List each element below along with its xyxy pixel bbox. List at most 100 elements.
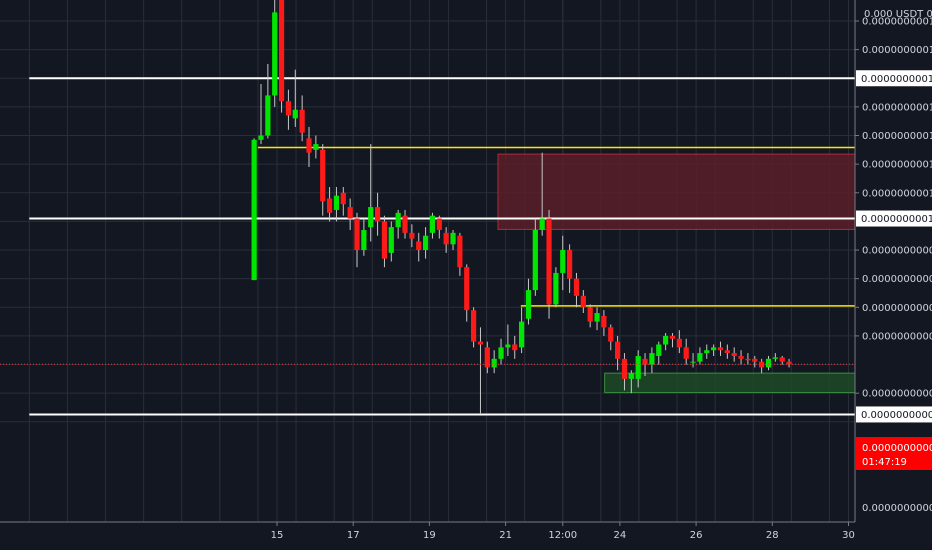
candle-up — [429, 215, 436, 233]
candle-down — [676, 338, 682, 348]
candle-up — [498, 347, 504, 359]
candle-up — [422, 235, 429, 251]
time-tick-label: 28 — [766, 530, 779, 541]
candle-down — [642, 358, 648, 365]
candles — [251, 0, 792, 414]
red-zone — [497, 153, 856, 230]
candle-up — [628, 373, 634, 379]
price-tick-label: 0.00000000006000 — [862, 331, 932, 342]
candle-down — [587, 307, 593, 322]
candle-up — [711, 347, 717, 351]
grid — [0, 0, 855, 522]
candle-down — [580, 295, 586, 308]
level-label-bg — [856, 70, 932, 87]
candle-down — [786, 361, 792, 365]
candle-down — [443, 232, 449, 245]
price-tick-label: 0.00000000009000 — [862, 246, 932, 257]
candle-down — [299, 109, 305, 133]
candle-down — [347, 207, 353, 219]
candle-down — [745, 358, 751, 361]
candle-up — [539, 218, 545, 230]
candle-up — [505, 344, 511, 348]
candle-down — [669, 335, 676, 339]
candle-countdown: 01:47:19 — [862, 457, 907, 468]
price-axis[interactable]: 0.000000000190000.000000000170000.000000… — [855, 0, 932, 514]
time-tick-label: 24 — [614, 530, 627, 541]
price-tick-label: 0.00000000017000 — [862, 16, 932, 27]
candle-up — [594, 313, 600, 322]
candle-down — [512, 344, 518, 351]
candle-up — [663, 335, 669, 345]
green-zone — [604, 372, 856, 394]
price-tick-label: 0.00000000011000 — [862, 188, 932, 199]
candle-down — [621, 358, 628, 379]
candle-down — [381, 221, 388, 259]
horizontal-levels — [29, 77, 855, 416]
candle-down — [374, 207, 381, 222]
candle-up — [251, 139, 257, 281]
candle-up — [265, 95, 271, 136]
candle-down — [470, 310, 477, 342]
candle-down — [567, 250, 573, 279]
candle-down — [340, 192, 346, 205]
last-price-label-bg — [856, 437, 932, 470]
candle-down — [409, 232, 415, 239]
candle-down — [477, 341, 484, 345]
level-label: 0.00000000015000 — [861, 74, 932, 85]
candle-down — [457, 235, 463, 268]
price-tick-label: 0.00000000007000 — [862, 303, 932, 314]
level-label-bg — [856, 210, 932, 227]
candle-down — [464, 267, 470, 311]
last-price-value: 0.00000000005010 — [862, 443, 932, 454]
time-axis[interactable]: 15 17 19 21 12:00 24 26 28 30 — [271, 522, 855, 541]
candle-up — [395, 212, 401, 228]
time-tick-label: 12:00 — [548, 530, 577, 541]
candle-up — [704, 350, 710, 354]
candle-up — [765, 358, 772, 368]
candle-up — [258, 135, 264, 140]
candle-up — [690, 361, 696, 363]
candle-up — [697, 353, 703, 362]
candle-up — [333, 195, 340, 210]
level-labels: 0.000000000183000.000000000150000.000000… — [856, 70, 932, 423]
time-tick-label: 17 — [347, 530, 360, 541]
candle-down — [608, 327, 614, 342]
candle-down — [326, 198, 333, 213]
candle-down — [484, 347, 490, 368]
time-tick-label: 26 — [690, 530, 703, 541]
candle-down — [402, 215, 408, 233]
time-tick-label: 21 — [499, 530, 512, 541]
time-tick-label: 19 — [423, 530, 436, 541]
price-tick-label: 0.00000000008000 — [862, 274, 932, 285]
time-tick-label: 30 — [842, 530, 855, 541]
candle-up — [656, 344, 662, 356]
candle-down — [436, 218, 442, 230]
price-tick-label: 0.00000000004000 — [862, 389, 932, 400]
candle-up — [553, 272, 559, 305]
candle-up — [560, 250, 566, 273]
candle-down — [285, 101, 292, 116]
candle-down — [615, 341, 621, 359]
candle-down — [306, 138, 312, 153]
candle-up — [532, 229, 538, 291]
candle-down — [601, 315, 607, 328]
price-tick-label: 0.00000000003000 — [862, 503, 932, 514]
candle-up — [649, 353, 655, 365]
candle-up — [450, 232, 456, 245]
candle-down — [416, 241, 422, 251]
zones — [497, 153, 856, 394]
price-axis-currency-label: 0.000 USDT 000 — [864, 9, 932, 20]
candle-up — [772, 357, 778, 359]
time-tick-label: 15 — [271, 530, 284, 541]
candle-up — [525, 290, 532, 319]
candle-up — [361, 229, 367, 251]
candle-up — [491, 358, 497, 368]
candle-down — [731, 353, 737, 356]
candle-down — [724, 350, 730, 354]
candle-down — [759, 361, 765, 368]
candle-up — [313, 144, 319, 150]
candle-down — [779, 357, 785, 362]
price-tick-label: 0.00000000012000 — [862, 160, 932, 171]
candle-down — [320, 149, 326, 202]
